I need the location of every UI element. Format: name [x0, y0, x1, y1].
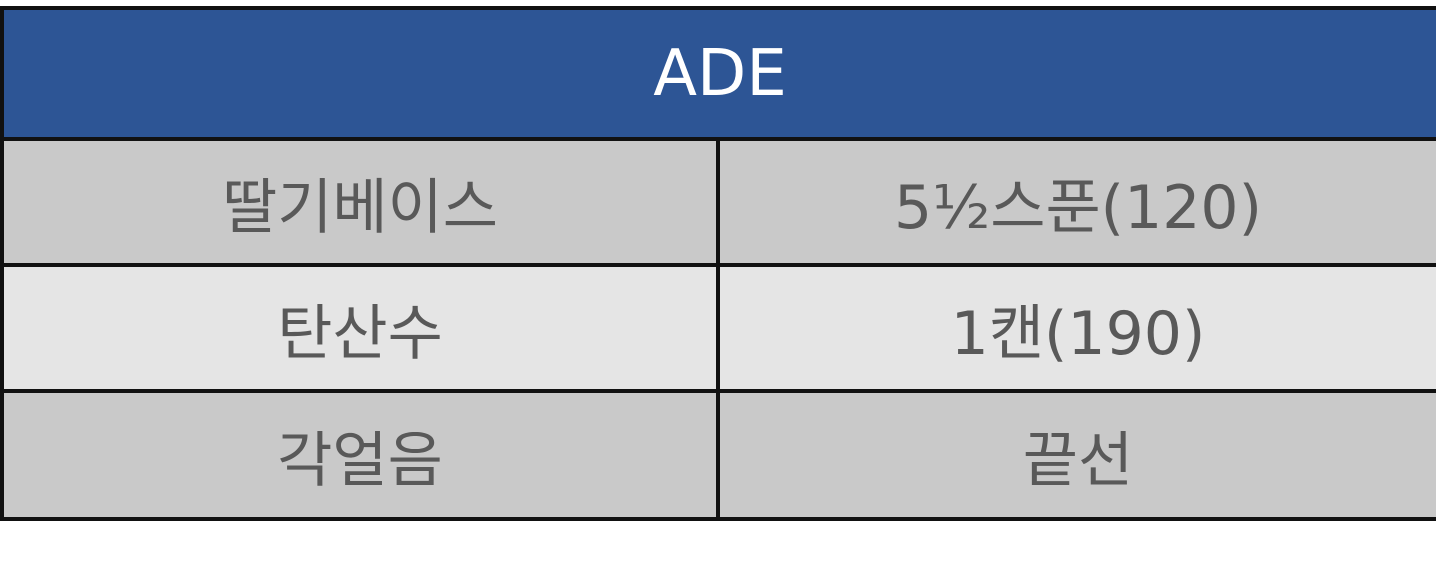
table-row: 딸기베이스 5½스푼(120): [0, 137, 1436, 267]
ingredient-amount: 5½스푼(120): [893, 172, 1263, 243]
ingredient-amount: 끝선: [1022, 425, 1134, 496]
recipe-table: ADE 딸기베이스 5½스푼(120) 탄산수 1캔(190) 각얼음 끝선: [0, 6, 1436, 521]
amount-cell: 끝선: [716, 389, 1436, 521]
amount-cell: 5½스푼(120): [716, 137, 1436, 267]
ingredient-cell: 각얼음: [0, 389, 720, 521]
ingredient-cell: 딸기베이스: [0, 137, 720, 267]
amount-cell: 1캔(190): [716, 263, 1436, 393]
ingredient-name: 딸기베이스: [222, 172, 498, 243]
table-title: ADE: [0, 6, 1436, 141]
table-row: 각얼음 끝선: [0, 389, 1436, 521]
ingredient-amount: 1캔(190): [950, 298, 1206, 369]
ingredient-name: 각얼음: [277, 425, 443, 496]
ingredient-name: 탄산수: [277, 298, 443, 369]
ingredient-cell: 탄산수: [0, 263, 720, 393]
table-header-row: ADE: [0, 6, 1436, 141]
table-row: 탄산수 1캔(190): [0, 263, 1436, 393]
